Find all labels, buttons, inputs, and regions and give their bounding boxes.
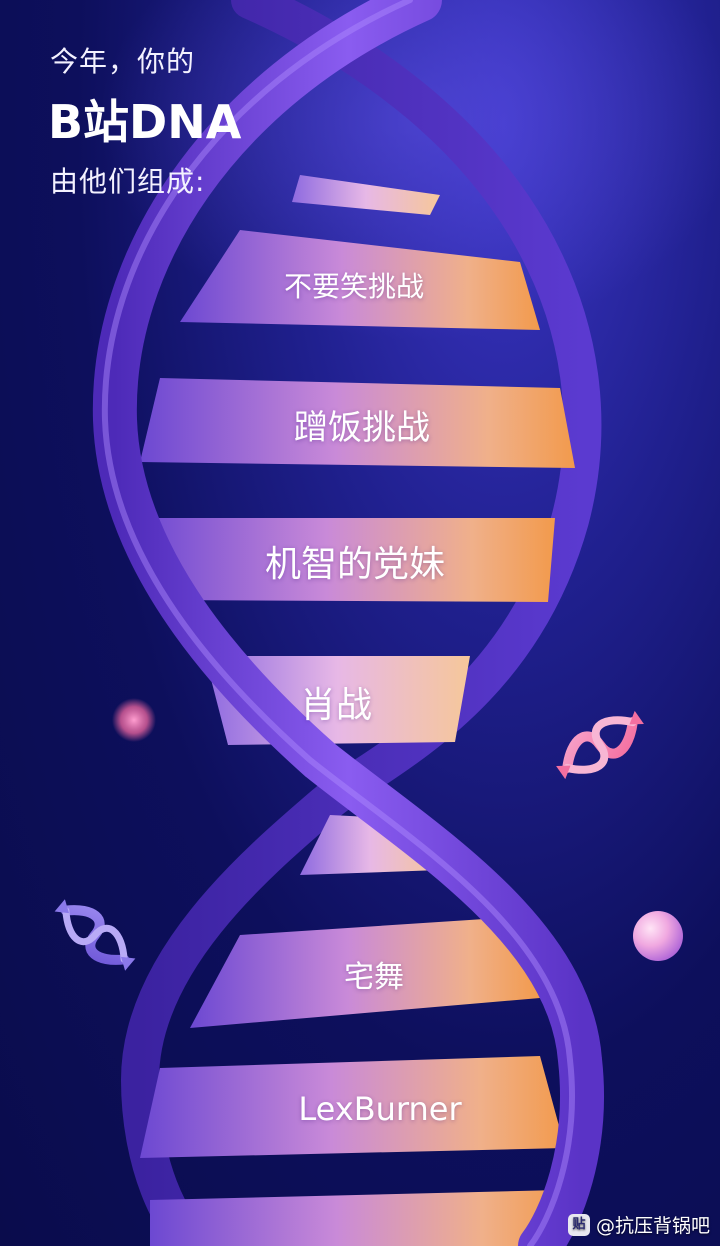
heading-intro: 今年，你的 (50, 40, 195, 80)
tieba-logo-icon: 贴 (568, 1214, 590, 1236)
rung-label-1: 不要笑挑战 (284, 265, 424, 305)
small-pink-orb (112, 698, 156, 742)
watermark: 贴 @抗压背锅吧 (568, 1211, 710, 1238)
rung-label-3: 机智的党妹 (265, 535, 445, 587)
rung-label-5: 宅舞 (344, 952, 404, 996)
pink-sphere (633, 911, 683, 961)
rung-label-6: LexBurner (298, 1090, 461, 1128)
rung-label-4: 肖战 (300, 676, 372, 728)
heading-subtitle: 由他们组成: (50, 160, 205, 200)
watermark-text: @抗压背锅吧 (596, 1211, 710, 1238)
mini-helix-lavender-icon (50, 894, 140, 976)
mini-helix-pink-icon (551, 704, 649, 786)
heading-title: B站DNA (48, 86, 241, 152)
rung-label-2: 蹭饭挑战 (294, 400, 430, 449)
rung-7 (150, 1190, 565, 1246)
